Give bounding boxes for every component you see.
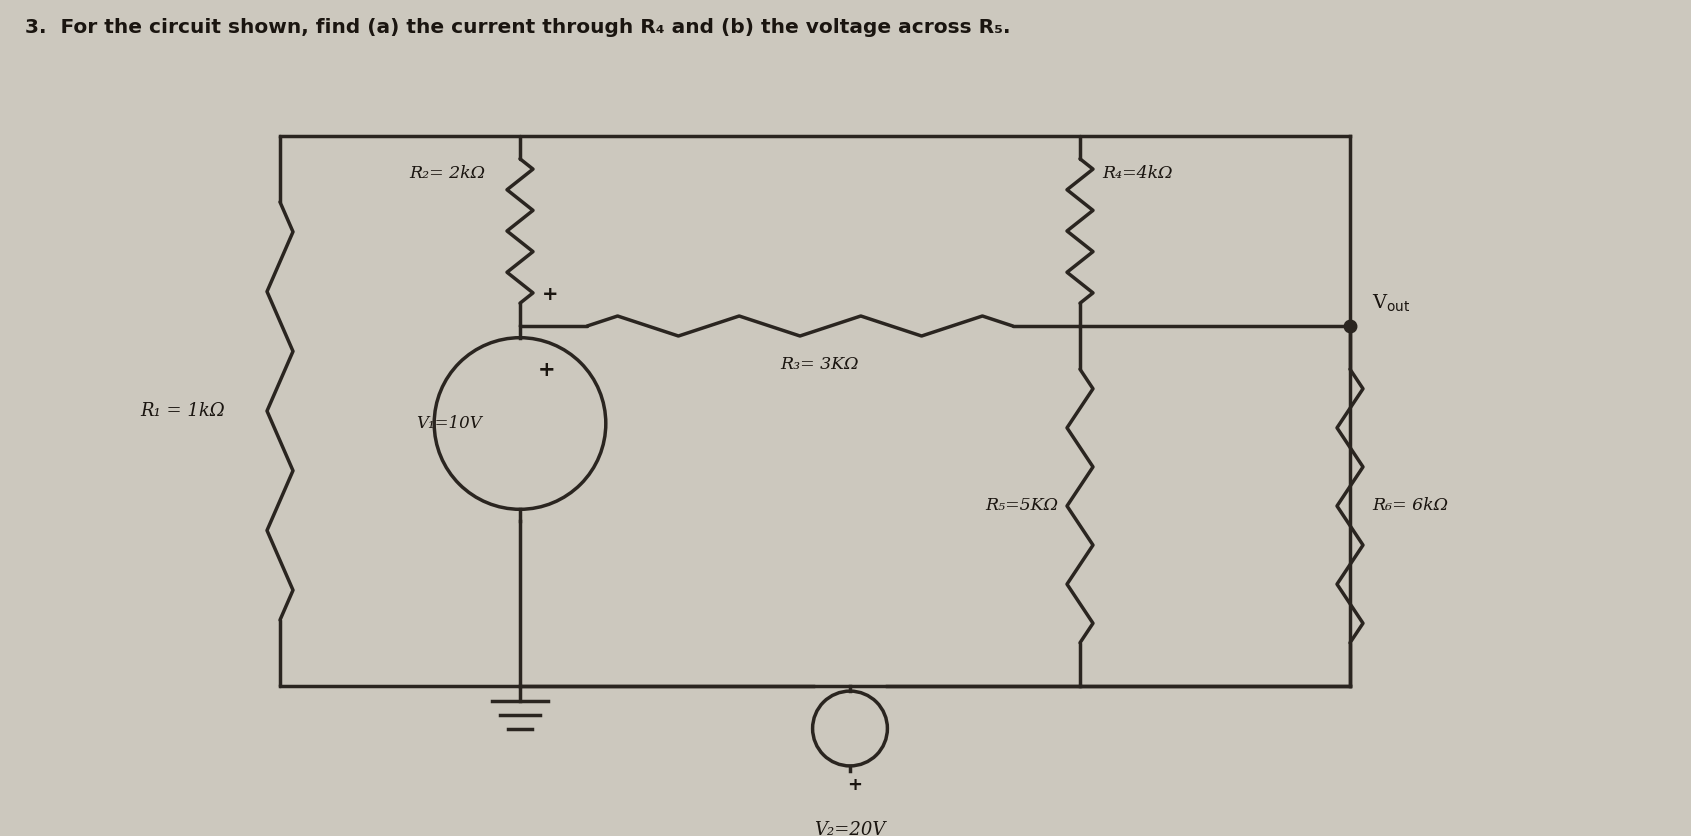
- Text: +: +: [538, 360, 556, 380]
- Text: +: +: [847, 776, 862, 794]
- Text: R₄=4kΩ: R₄=4kΩ: [1103, 166, 1172, 182]
- Text: V$_{\mathrm{out}}$: V$_{\mathrm{out}}$: [1371, 293, 1410, 314]
- Text: R₃= 3KΩ: R₃= 3KΩ: [781, 356, 859, 373]
- Text: V₁=10V: V₁=10V: [416, 415, 482, 432]
- Text: +: +: [543, 285, 558, 304]
- Text: R₁ = 1kΩ: R₁ = 1kΩ: [140, 402, 225, 420]
- Text: R₆= 6kΩ: R₆= 6kΩ: [1371, 497, 1447, 514]
- Text: 3.  For the circuit shown, find (a) the current through R₄ and (b) the voltage a: 3. For the circuit shown, find (a) the c…: [25, 18, 1011, 37]
- Text: V₂=20V: V₂=20V: [815, 821, 886, 836]
- Text: R₂= 2kΩ: R₂= 2kΩ: [409, 166, 485, 182]
- Text: R₅=5KΩ: R₅=5KΩ: [984, 497, 1059, 514]
